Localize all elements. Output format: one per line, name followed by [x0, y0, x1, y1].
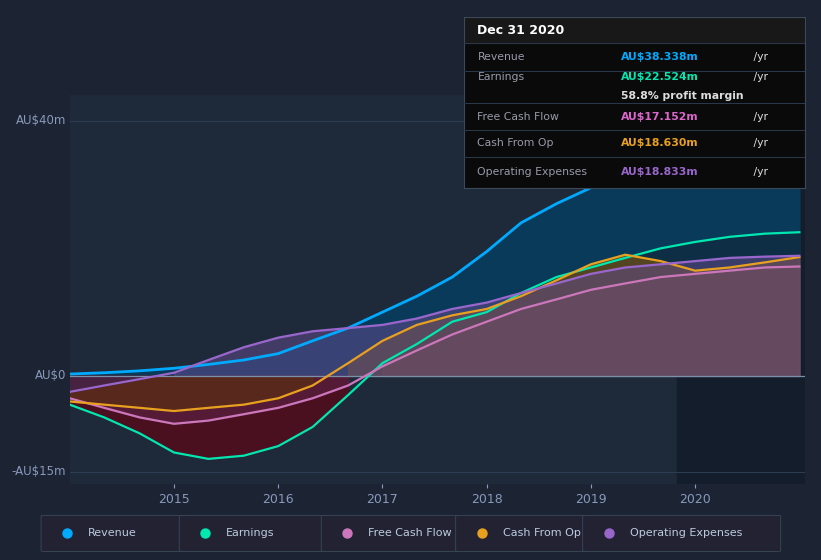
Text: /yr: /yr [750, 72, 768, 82]
Text: /yr: /yr [750, 138, 768, 148]
Text: AU$40m: AU$40m [16, 114, 67, 127]
Text: AU$38.338m: AU$38.338m [621, 52, 699, 62]
Text: 58.8% profit margin: 58.8% profit margin [621, 91, 743, 101]
Text: Earnings: Earnings [227, 529, 275, 538]
Text: Free Cash Flow: Free Cash Flow [478, 111, 559, 122]
Text: Dec 31 2020: Dec 31 2020 [478, 24, 565, 38]
Text: AU$0: AU$0 [34, 370, 67, 382]
Text: Cash From Op: Cash From Op [478, 138, 554, 148]
Text: AU$18.630m: AU$18.630m [621, 138, 698, 148]
Text: Free Cash Flow: Free Cash Flow [369, 529, 452, 538]
Text: Cash From Op: Cash From Op [502, 529, 580, 538]
Text: Earnings: Earnings [478, 72, 525, 82]
Text: Operating Expenses: Operating Expenses [478, 167, 588, 177]
Text: Revenue: Revenue [88, 529, 137, 538]
FancyBboxPatch shape [456, 515, 590, 552]
Bar [464, 17, 805, 43]
Text: AU$18.833m: AU$18.833m [621, 167, 698, 177]
Text: Operating Expenses: Operating Expenses [630, 529, 742, 538]
Text: /yr: /yr [750, 167, 768, 177]
Text: AU$17.152m: AU$17.152m [621, 111, 698, 122]
Bar [677, 95, 805, 484]
Text: /yr: /yr [750, 52, 768, 62]
FancyBboxPatch shape [41, 515, 186, 552]
FancyBboxPatch shape [321, 515, 460, 552]
Text: Revenue: Revenue [478, 52, 525, 62]
FancyBboxPatch shape [583, 515, 781, 552]
Text: -AU$15m: -AU$15m [11, 465, 67, 478]
FancyBboxPatch shape [179, 515, 325, 552]
Text: AU$22.524m: AU$22.524m [621, 72, 699, 82]
Text: /yr: /yr [750, 111, 768, 122]
